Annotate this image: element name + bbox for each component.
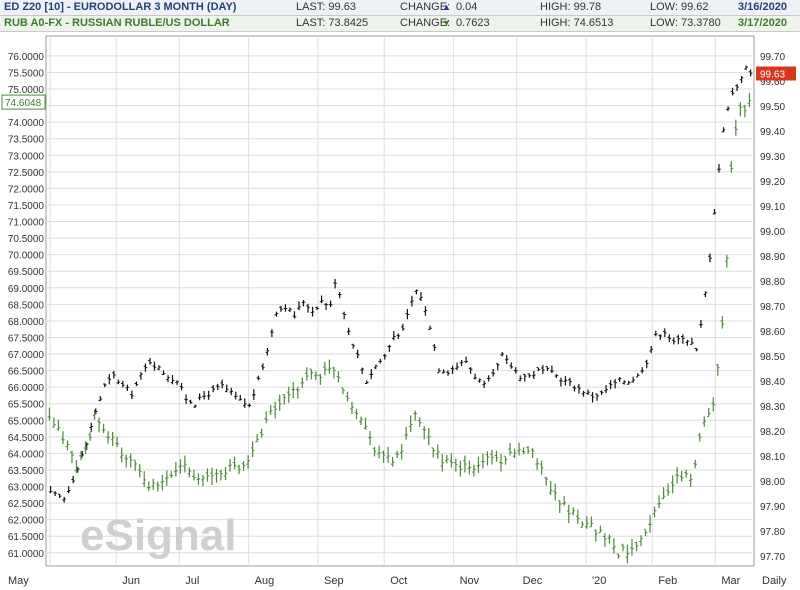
left-axis: 76.000075.500075.000074.500074.000073.50… bbox=[1, 52, 46, 560]
right-tick-label: 99.70 bbox=[760, 52, 785, 63]
right-tick-label: 97.70 bbox=[760, 552, 785, 563]
left-tick-label: 66.0000 bbox=[8, 383, 45, 394]
low-value: LOW: 73.3780 bbox=[650, 17, 721, 29]
left-tick-label: 62.0000 bbox=[8, 516, 45, 527]
header-line-eurodollar: ED Z20 [10] - EURODOLLAR 3 MONTH (DAY) L… bbox=[0, 0, 800, 16]
left-tick-label: 64.0000 bbox=[8, 449, 45, 460]
change-value: 0.04 bbox=[456, 1, 478, 13]
left-tick-label: 64.5000 bbox=[8, 433, 45, 444]
left-tick-label: 66.5000 bbox=[8, 367, 45, 378]
esignal-watermark: eSignal bbox=[80, 511, 237, 560]
price-chart[interactable]: eSignal 76.000075.500075.000074.500074.0… bbox=[0, 32, 800, 590]
x-tick-label: Feb bbox=[658, 575, 677, 587]
left-tick-label: 62.5000 bbox=[8, 499, 45, 510]
symbol-label: RUB A0-FX - RUSSIAN RUBLE/US DOLLAR bbox=[4, 17, 230, 29]
right-axis: 99.70 99.60 99.50 99.40 99.30 99.20 99.10 99.00… bbox=[756, 52, 796, 563]
right-tick-label: 98.80 bbox=[760, 277, 785, 288]
right-tick-label: 99.60 bbox=[760, 77, 785, 88]
last-value: LAST: 99.63 bbox=[296, 1, 356, 13]
x-tick-label: Jul bbox=[185, 575, 199, 587]
right-last-marker: 99.63 bbox=[760, 70, 785, 81]
left-tick-label: 63.0000 bbox=[8, 483, 45, 494]
right-tick-label: 99.20 bbox=[760, 177, 785, 188]
change-label: CHANGE: bbox=[400, 17, 451, 29]
left-tick-label: 73.0000 bbox=[8, 151, 45, 162]
right-tick-label: 98.40 bbox=[760, 377, 785, 388]
left-tick-label: 65.5000 bbox=[8, 400, 45, 411]
right-tick-label: 97.80 bbox=[760, 527, 785, 538]
series-ruble bbox=[47, 92, 752, 564]
header-line-ruble: RUB A0-FX - RUSSIAN RUBLE/US DOLLAR LAST… bbox=[0, 16, 800, 32]
right-tick-label: 98.70 bbox=[760, 302, 785, 313]
x-axis: May Jun Jul Aug Sep Oct Nov Dec '20 Feb Mar bbox=[8, 575, 741, 587]
x-tick-label: May bbox=[8, 575, 29, 587]
chart-grid bbox=[46, 36, 754, 566]
right-tick-label: 99.00 bbox=[760, 227, 785, 238]
high-value: HIGH: 99.78 bbox=[540, 1, 602, 13]
left-tick-label: 75.5000 bbox=[8, 68, 45, 79]
x-tick-label: Oct bbox=[390, 575, 407, 587]
left-tick-label: 69.5000 bbox=[8, 267, 45, 278]
left-tick-label: 68.0000 bbox=[8, 317, 45, 328]
left-tick-label: 72.5000 bbox=[8, 168, 45, 179]
left-tick-label: 63.5000 bbox=[8, 466, 45, 477]
period-label: Daily bbox=[762, 575, 787, 587]
left-tick-label: 71.0000 bbox=[8, 218, 45, 229]
change-label: CHANGE: bbox=[400, 1, 451, 13]
last-value: LAST: 73.8425 bbox=[296, 17, 369, 29]
right-last-marker-box bbox=[756, 66, 796, 81]
x-tick-label: Aug bbox=[255, 575, 275, 587]
right-tick-label: 97.90 bbox=[760, 502, 785, 513]
x-tick-label: Sep bbox=[324, 575, 344, 587]
right-tick-label: 98.90 bbox=[760, 252, 785, 263]
low-value: LOW: 99.62 bbox=[650, 1, 709, 13]
left-tick-label: 65.0000 bbox=[8, 416, 45, 427]
left-tick-label: 74.0000 bbox=[8, 118, 45, 129]
x-tick-label: Dec bbox=[523, 575, 543, 587]
right-tick-label: 98.10 bbox=[760, 452, 785, 463]
left-tick-label: 68.5000 bbox=[8, 300, 45, 311]
left-tick-label: 69.0000 bbox=[8, 284, 45, 295]
left-tick-label: 70.5000 bbox=[8, 234, 45, 245]
left-last-marker: 74.6048 bbox=[5, 98, 42, 109]
right-tick-label: 99.10 bbox=[760, 202, 785, 213]
left-tick-label: 70.0000 bbox=[8, 251, 45, 262]
left-tick-label: 61.0000 bbox=[8, 549, 45, 560]
high-value: HIGH: 74.6513 bbox=[540, 17, 614, 29]
left-last-marker-box bbox=[1, 94, 46, 110]
left-tick-label: 76.0000 bbox=[8, 52, 45, 63]
right-tick-label: 98.00 bbox=[760, 477, 785, 488]
left-tick-label: 73.5000 bbox=[8, 135, 45, 146]
symbol-label: ED Z20 [10] - EURODOLLAR 3 MONTH (DAY) bbox=[4, 1, 237, 13]
right-tick-label: 98.20 bbox=[760, 427, 785, 438]
chart-series bbox=[47, 65, 753, 564]
left-tick-label: 67.0000 bbox=[8, 350, 45, 361]
right-tick-label: 98.50 bbox=[760, 352, 785, 363]
change-up-arrow-icon: ▲ bbox=[442, 2, 451, 12]
plot-area bbox=[45, 35, 755, 567]
left-tick-label: 61.5000 bbox=[8, 532, 45, 543]
quote-date: 3/16/2020 bbox=[738, 1, 787, 13]
x-tick-label: Mar bbox=[721, 575, 740, 587]
left-tick-label: 67.5000 bbox=[8, 333, 45, 344]
right-tick-label: 99.30 bbox=[760, 152, 785, 163]
x-tick-label: '20 bbox=[592, 575, 606, 587]
x-tick-label: Nov bbox=[460, 575, 480, 587]
right-tick-label: 98.60 bbox=[760, 327, 785, 338]
x-tick-label: Jun bbox=[122, 575, 140, 587]
change-down-arrow-icon: ▼ bbox=[442, 18, 451, 28]
right-tick-label: 99.40 bbox=[760, 127, 785, 138]
series-eurodollar bbox=[48, 65, 753, 503]
change-value: 0.7623 bbox=[456, 17, 490, 29]
right-tick-label: 99.50 bbox=[760, 102, 785, 113]
right-tick-label: 98.30 bbox=[760, 402, 785, 413]
left-tick-label: 72.0000 bbox=[8, 184, 45, 195]
left-tick-label: 75.0000 bbox=[8, 85, 45, 96]
quote-date: 3/17/2020 bbox=[738, 17, 787, 29]
left-tick-label: 71.5000 bbox=[8, 201, 45, 212]
